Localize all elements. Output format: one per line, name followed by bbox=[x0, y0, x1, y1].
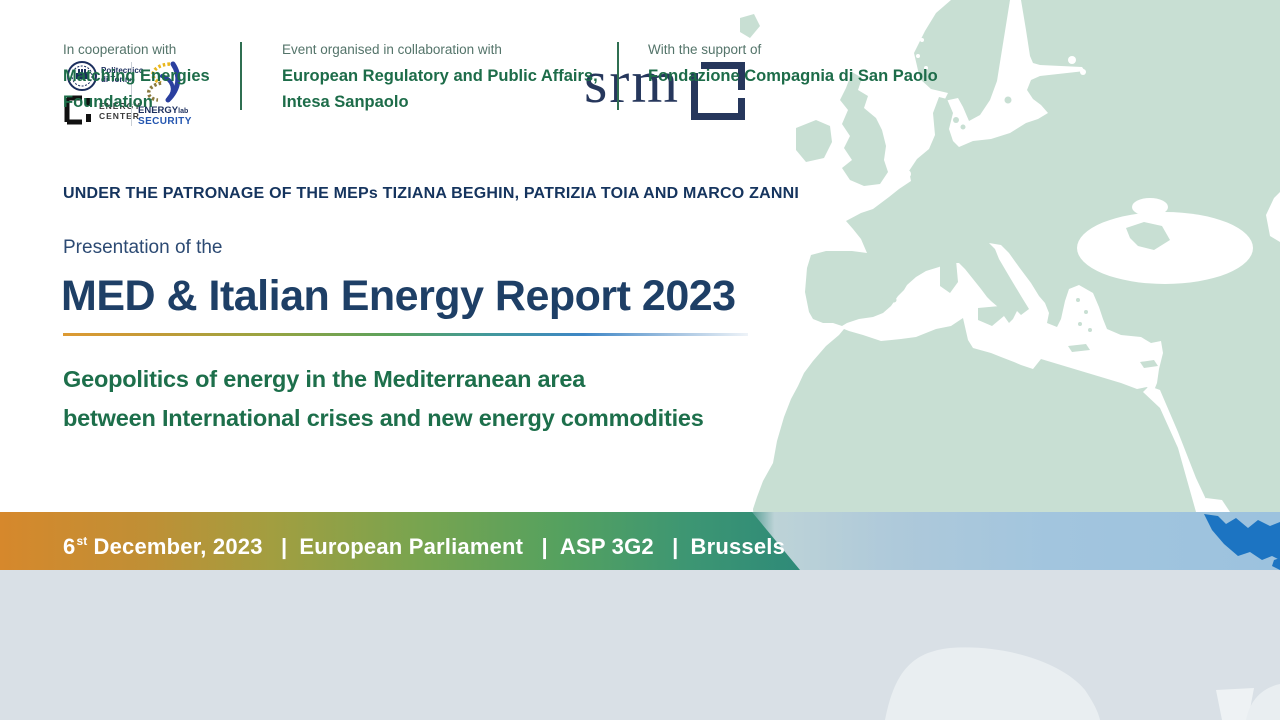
report-subtitle: Geopolitics of energy in the Mediterrane… bbox=[63, 360, 704, 438]
gradient-rule bbox=[63, 333, 748, 336]
subtitle-line-1: Geopolitics of energy in the Mediterrane… bbox=[63, 366, 586, 392]
footer-col-cooperation: In cooperation with Matching Energies Fo… bbox=[63, 42, 210, 115]
footer-sea-shapes bbox=[885, 647, 1280, 720]
security-label: SECURITY bbox=[138, 116, 192, 127]
patronage-line: UNDER THE PATRONAGE OF THE MEPs TIZIANA … bbox=[63, 185, 799, 202]
separator: | bbox=[672, 534, 679, 559]
event-day-suffix: st bbox=[76, 534, 88, 548]
event-date: December, 2023 bbox=[93, 534, 263, 559]
footer-col-collaboration: Event organised in collaboration with Eu… bbox=[282, 42, 598, 115]
footer-org-name: European Regulatory and Public Affairs, … bbox=[282, 67, 598, 111]
event-banner: 6st December, 2023 | European Parliament |… bbox=[0, 512, 1280, 570]
footer-label: In cooperation with bbox=[63, 42, 177, 57]
energy-center-label: ENERGY CENTER bbox=[99, 101, 141, 121]
footer-divider bbox=[240, 42, 242, 110]
footer-org-name: Matching Energies Foundation bbox=[63, 67, 210, 111]
energy-center-icon bbox=[64, 95, 91, 125]
footer-label: Event organised in collaboration with bbox=[282, 42, 502, 57]
event-room: ASP 3G2 bbox=[559, 534, 654, 559]
presentation-kicker: Presentation of the bbox=[63, 237, 223, 258]
event-venue: European Parliament bbox=[299, 534, 524, 559]
separator: | bbox=[280, 534, 288, 559]
footer-divider bbox=[617, 42, 619, 110]
footer-label: With the support of bbox=[648, 42, 762, 57]
event-day: 6 bbox=[63, 534, 76, 559]
energylab-label: ENERGYlab bbox=[138, 105, 189, 116]
footer-org-name: Fondazione Compagnia di San Paolo bbox=[648, 67, 938, 85]
energylab-security-icon bbox=[146, 61, 181, 103]
politecnico-torino-label: Politecnico di Torino bbox=[101, 66, 144, 84]
event-city: Brussels bbox=[690, 534, 786, 559]
report-title: MED & Italian Energy Report 2023 bbox=[61, 272, 736, 320]
footer-background bbox=[0, 570, 1280, 720]
event-details: 6st December, 2023 | European Parliament |… bbox=[63, 512, 785, 570]
srm-square-icon bbox=[691, 62, 745, 120]
politecnico-torino-seal-icon bbox=[67, 61, 97, 91]
gulf-of-aden-blue-shape bbox=[1204, 514, 1280, 570]
banner-gradient bbox=[0, 512, 800, 570]
footer-col-support: With the support of Fondazione Compagnia… bbox=[648, 42, 938, 89]
srm-logo-wordmark: srm bbox=[584, 49, 680, 115]
subtitle-line-2: between International crises and new ene… bbox=[63, 405, 704, 431]
separator: | bbox=[541, 534, 548, 559]
logo-divider bbox=[131, 62, 132, 126]
